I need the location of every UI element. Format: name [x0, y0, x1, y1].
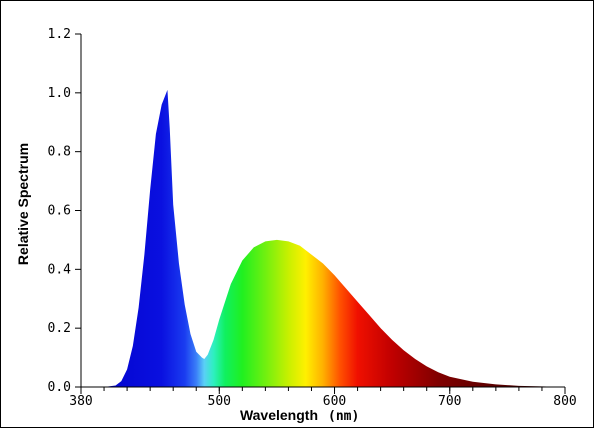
x-tick-label: 600 — [323, 394, 346, 409]
x-tick-label: 800 — [553, 394, 576, 409]
y-axis-ticks: 0.0 0.2 0.4 0.6 0.8 1.0 1.2 — [48, 27, 81, 395]
y-tick-label: 0.2 — [48, 321, 71, 336]
x-axis-title: Wavelength — [240, 407, 318, 423]
y-tick-label: 0.6 — [48, 204, 71, 219]
y-tick-label: 0.8 — [48, 145, 71, 160]
x-tick-label: 500 — [208, 394, 231, 409]
x-axis-ticks: 380 500 600 700 800 — [69, 387, 577, 409]
spectrum-area — [81, 89, 565, 387]
x-tick-label: 380 — [69, 394, 92, 409]
x-tick-label: 700 — [438, 394, 461, 409]
x-axis-unit: (nm) — [328, 409, 359, 424]
y-tick-label: 0.4 — [48, 262, 72, 277]
y-tick-label: 1.0 — [48, 86, 71, 101]
y-tick-label: 1.2 — [48, 27, 71, 42]
y-axis-title: Relative Spectrum — [15, 143, 31, 265]
y-tick-label: 0.0 — [48, 380, 71, 395]
